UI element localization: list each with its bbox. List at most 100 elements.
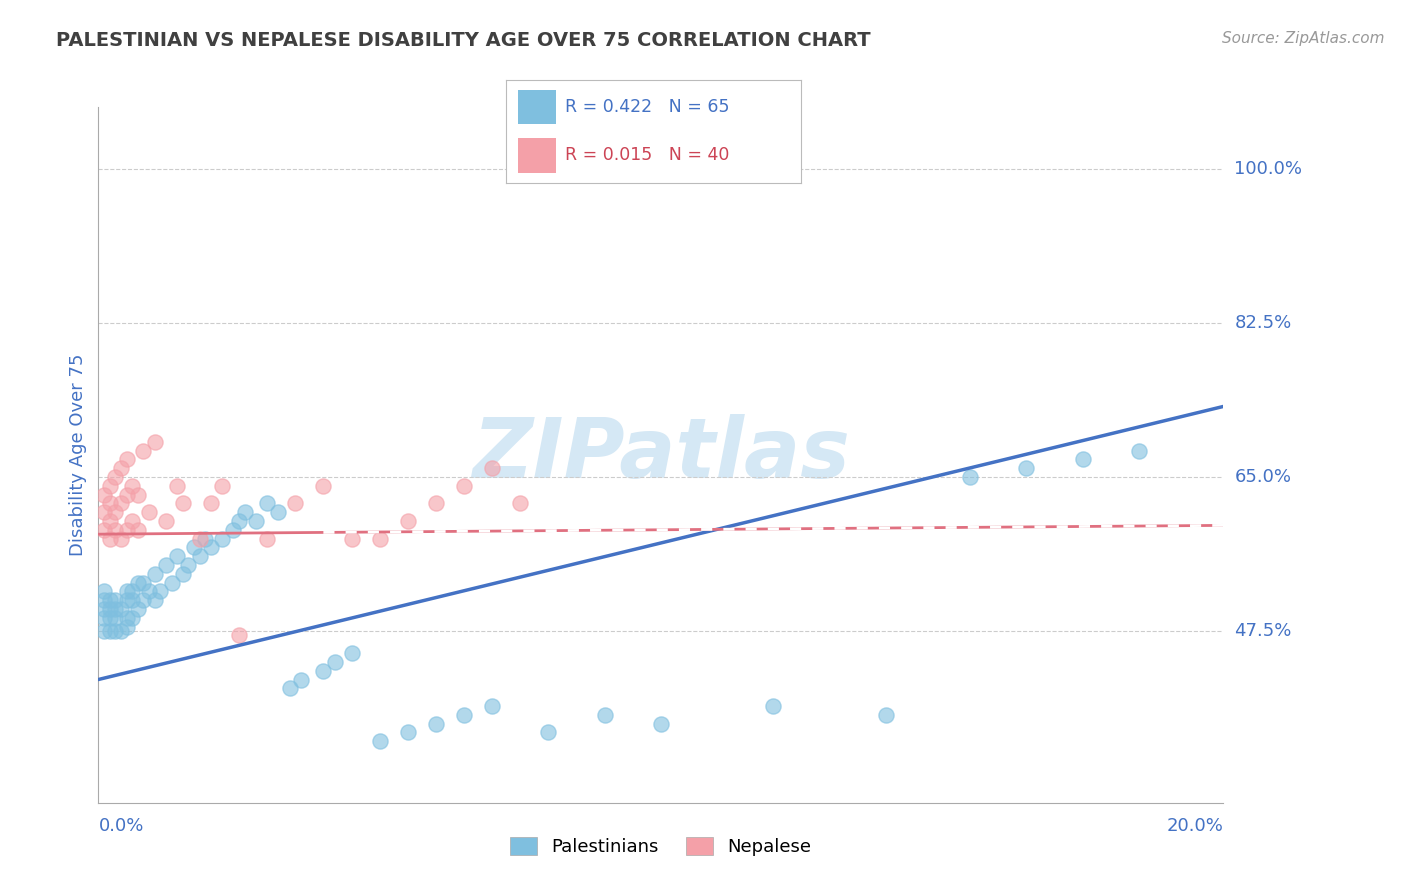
Point: [211, 479, 233, 493]
Point: [256, 532, 278, 546]
Point: [509, 496, 531, 510]
Point: [93, 487, 115, 501]
Point: [115, 611, 138, 625]
Point: [132, 443, 155, 458]
Point: [138, 505, 160, 519]
Point: [93, 611, 115, 625]
Text: 65.0%: 65.0%: [1234, 468, 1292, 486]
Point: [453, 707, 475, 722]
Point: [166, 549, 188, 564]
Point: [340, 532, 363, 546]
Point: [188, 532, 211, 546]
Point: [121, 479, 143, 493]
Text: 47.5%: 47.5%: [1234, 622, 1292, 640]
Point: [340, 646, 363, 660]
Point: [425, 716, 447, 731]
Point: [233, 505, 256, 519]
Point: [115, 584, 138, 599]
FancyBboxPatch shape: [517, 137, 557, 173]
Point: [183, 541, 205, 555]
Point: [132, 575, 155, 590]
Point: [104, 624, 127, 638]
Point: [132, 593, 155, 607]
Legend: Palestinians, Nepalese: Palestinians, Nepalese: [503, 830, 818, 863]
Point: [323, 655, 346, 669]
Point: [194, 532, 217, 546]
Point: [115, 620, 138, 634]
Point: [104, 593, 127, 607]
Point: [110, 461, 132, 475]
Point: [228, 628, 250, 642]
Point: [425, 496, 447, 510]
Point: [1071, 452, 1094, 467]
Point: [481, 461, 503, 475]
Point: [98, 602, 121, 616]
Point: [200, 496, 222, 510]
Point: [121, 584, 143, 599]
Text: Source: ZipAtlas.com: Source: ZipAtlas.com: [1222, 31, 1385, 46]
Point: [537, 725, 560, 739]
Point: [172, 496, 194, 510]
Point: [127, 575, 149, 590]
Point: [98, 514, 121, 528]
Point: [312, 664, 335, 678]
Point: [177, 558, 200, 572]
Point: [121, 514, 143, 528]
Point: [284, 496, 307, 510]
Point: [155, 514, 177, 528]
Point: [115, 523, 138, 537]
Point: [110, 624, 132, 638]
Point: [368, 734, 391, 748]
Point: [481, 698, 503, 713]
Point: [127, 523, 149, 537]
Point: [222, 523, 245, 537]
Point: [110, 602, 132, 616]
Text: PALESTINIAN VS NEPALESE DISABILITY AGE OVER 75 CORRELATION CHART: PALESTINIAN VS NEPALESE DISABILITY AGE O…: [56, 31, 870, 50]
Point: [1015, 461, 1038, 475]
Point: [650, 716, 672, 731]
Point: [104, 611, 127, 625]
Point: [98, 496, 121, 510]
Point: [396, 725, 419, 739]
Point: [121, 611, 143, 625]
FancyBboxPatch shape: [517, 89, 557, 124]
Point: [593, 707, 616, 722]
Point: [110, 532, 132, 546]
Text: ZIPatlas: ZIPatlas: [472, 415, 849, 495]
Point: [121, 593, 143, 607]
Point: [1128, 443, 1150, 458]
Text: R = 0.422   N = 65: R = 0.422 N = 65: [565, 98, 730, 116]
Point: [368, 532, 391, 546]
Point: [188, 549, 211, 564]
Point: [104, 470, 127, 484]
Point: [228, 514, 250, 528]
Point: [396, 514, 419, 528]
Point: [115, 452, 138, 467]
Point: [138, 584, 160, 599]
Point: [115, 487, 138, 501]
Point: [149, 584, 172, 599]
Text: 100.0%: 100.0%: [1234, 160, 1302, 178]
Point: [267, 505, 290, 519]
Point: [155, 558, 177, 572]
Point: [172, 566, 194, 581]
Point: [959, 470, 981, 484]
Point: [104, 523, 127, 537]
Point: [127, 602, 149, 616]
Point: [143, 434, 166, 449]
Point: [93, 505, 115, 519]
Point: [762, 698, 785, 713]
Point: [245, 514, 267, 528]
Point: [166, 479, 188, 493]
Text: R = 0.015   N = 40: R = 0.015 N = 40: [565, 146, 730, 164]
Point: [98, 611, 121, 625]
Text: 20.0%: 20.0%: [1167, 817, 1223, 835]
Point: [104, 505, 127, 519]
Point: [211, 532, 233, 546]
Point: [93, 602, 115, 616]
Point: [312, 479, 335, 493]
Point: [98, 479, 121, 493]
Point: [256, 496, 278, 510]
Point: [98, 624, 121, 638]
Point: [98, 532, 121, 546]
